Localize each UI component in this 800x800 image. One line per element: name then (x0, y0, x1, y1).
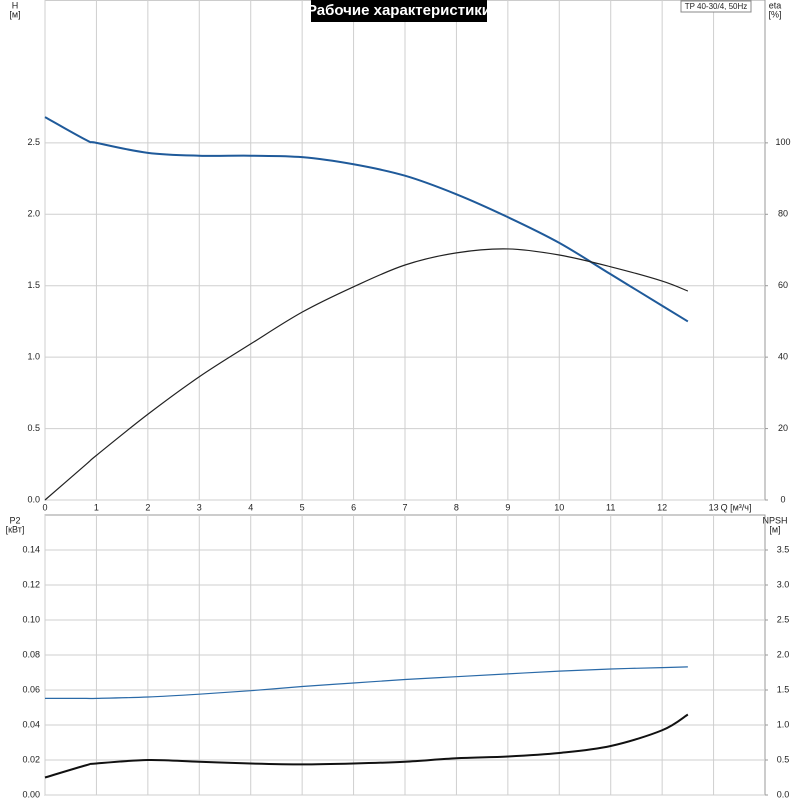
x-tick-label: 4 (248, 502, 253, 512)
y2-tick-label: 1.0 (777, 719, 790, 729)
y-tick-label: 0.10 (22, 614, 40, 624)
y-tick-label: 0.00 (22, 789, 40, 799)
y-tick-label: 2.0 (27, 209, 40, 219)
y2-tick-label: 80 (778, 209, 788, 219)
series-line (44, 713, 689, 779)
y2-tick-label: 0.5 (777, 754, 790, 764)
y-tick-label: 0.04 (22, 719, 40, 729)
note: TP 40-30/4, 50Hz (685, 2, 748, 11)
y-tick-label: 0.0 (27, 494, 40, 504)
x-tick-label: 12 (657, 502, 667, 512)
x-tick-label: 1 (94, 502, 99, 512)
x-tick-label: 11 (606, 502, 615, 512)
y2-axis-label: NPSH (762, 515, 787, 525)
y-tick-label: 0.14 (22, 544, 40, 554)
x-tick-label: 9 (505, 502, 510, 512)
x-tick-label: 7 (402, 502, 407, 512)
series-line (45, 666, 688, 700)
series-line (44, 116, 689, 323)
y2-axis-label: eta (769, 0, 782, 10)
y-tick-label: 1.5 (27, 280, 40, 290)
y2-tick-label: 1.5 (777, 684, 790, 694)
x-tick-label: 3 (197, 502, 202, 512)
x-tick-label: 0 (42, 502, 47, 512)
chart-title: Рабочие характеристики (307, 2, 491, 19)
y2-tick-label: 0.0 (777, 789, 790, 799)
y2-tick-label: 40 (778, 352, 788, 362)
y-tick-label: 0.5 (27, 423, 40, 433)
y-tick-label: 0.08 (22, 649, 40, 659)
y2-tick-label: 3.5 (777, 544, 790, 554)
y-axis-label: H (12, 0, 19, 10)
x-tick-label: 13 (709, 502, 719, 512)
y-tick-label: 1.0 (27, 352, 40, 362)
y2-tick-label: 100 (775, 137, 790, 147)
note-box (680, 0, 752, 13)
x-tick-label: 8 (454, 502, 459, 512)
y2-tick-label: 3.0 (777, 579, 790, 589)
y2-tick-label: 60 (778, 280, 788, 290)
y2-axis-unit: [%] (768, 9, 781, 19)
y-axis-unit: [кВт] (6, 524, 25, 534)
y-axis-label: P2 (9, 515, 20, 525)
y-tick-label: 0.06 (22, 684, 40, 694)
x-tick-label: 10 (554, 502, 564, 512)
title-box (311, 0, 487, 22)
y2-tick-label: 0 (780, 494, 785, 504)
x-tick-label: 2 (145, 502, 150, 512)
y2-tick-label: 2.5 (777, 614, 790, 624)
y2-tick-label: 20 (778, 423, 788, 433)
y-tick-label: 2.5 (27, 137, 40, 147)
y-axis-unit: [м] (9, 9, 20, 19)
x-tick-label: 5 (300, 502, 305, 512)
x-axis-label: Q [м³/ч] (721, 502, 752, 512)
x-tick-label: 6 (351, 502, 356, 512)
series-line (44, 248, 689, 501)
y2-axis-unit: [м] (769, 524, 780, 534)
y-tick-label: 0.12 (22, 579, 40, 589)
y-tick-label: 0.02 (22, 754, 40, 764)
y2-tick-label: 2.0 (777, 649, 790, 659)
